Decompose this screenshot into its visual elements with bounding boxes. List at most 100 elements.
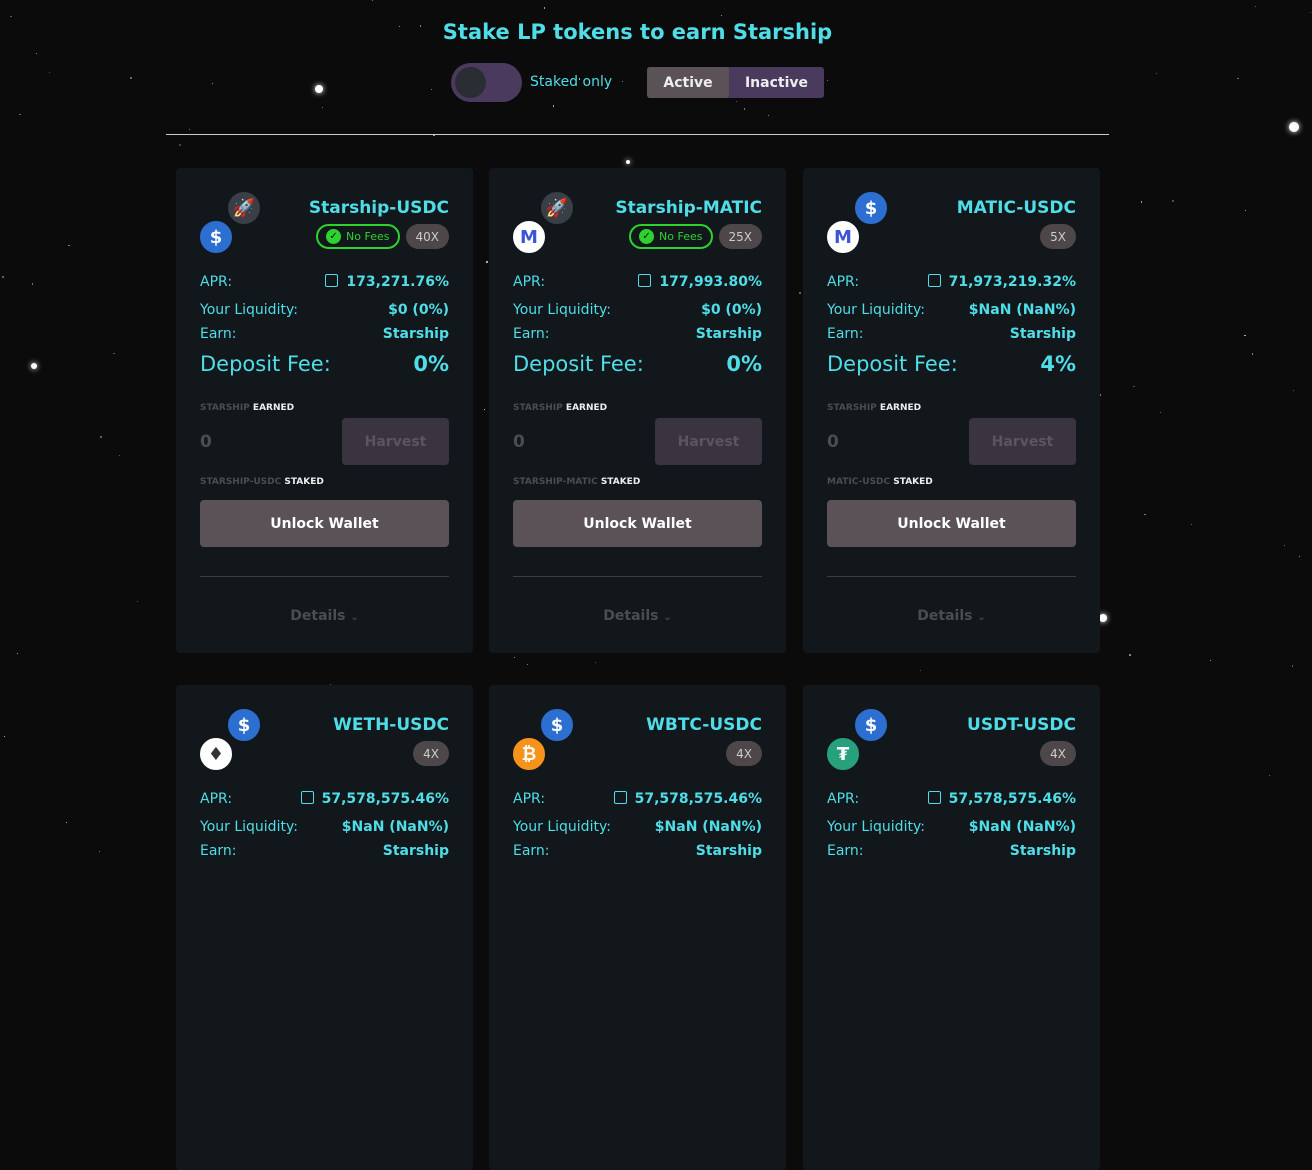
no-fees-badge: ✓ No Fees [629, 224, 713, 249]
farm-card: $ M MATIC-USDC 5X APR: 71,973,219.32% Your Liq… [803, 168, 1100, 653]
liquidity-label: Your Liquidity: [513, 302, 611, 318]
apr-label: APR: [827, 274, 860, 290]
calculator-icon[interactable] [300, 791, 314, 804]
star [735, 101, 737, 103]
star [49, 71, 50, 73]
earn-value: Starship [1009, 326, 1076, 342]
star [130, 77, 132, 79]
star [578, 78, 581, 80]
apr-row: APR: 57,578,575.46% [200, 791, 449, 807]
star [1289, 122, 1299, 132]
star [1140, 201, 1143, 203]
star [10, 15, 12, 18]
farm-name: WETH-USDC [333, 715, 449, 735]
star [31, 283, 33, 285]
star [1237, 78, 1239, 80]
star [1155, 72, 1157, 74]
calculator-icon[interactable] [927, 274, 941, 287]
unlock-wallet-button[interactable]: Unlock Wallet [200, 500, 449, 547]
check-icon: ✓ [326, 229, 342, 244]
usdt-token-icon: ₮ [825, 736, 861, 772]
staked-only-toggle[interactable] [451, 63, 522, 102]
calculator-icon[interactable] [325, 274, 339, 287]
details-toggle[interactable]: Details ⌄ [917, 608, 986, 624]
apr-row: APR: 173,271.76% [200, 274, 449, 290]
liquidity-label: Your Liquidity: [513, 819, 611, 835]
farm-name: USDT-USDC [967, 715, 1076, 735]
apr-row: APR: 57,578,575.46% [827, 791, 1076, 807]
star [100, 436, 102, 438]
star [484, 408, 485, 410]
apr-label: APR: [513, 791, 546, 807]
calculator-icon[interactable] [638, 274, 652, 287]
farm-card: $ ₮ USDT-USDC 4X APR: 57,578,575.46% Your Liqu… [803, 685, 1100, 1170]
liquidity-value: $NaN (NaN%) [968, 302, 1076, 318]
usdc-token-icon: $ [853, 190, 889, 226]
star [1100, 394, 1102, 396]
star [1254, 6, 1256, 8]
star [527, 664, 529, 666]
deposit-fee-value: 0% [413, 352, 449, 376]
chevron-down-icon: ⌄ [663, 612, 672, 623]
multiplier-badge: 4X [1040, 741, 1076, 766]
star [398, 25, 400, 27]
liquidity-label: Your Liquidity: [827, 819, 925, 835]
matic-token-icon: M [825, 219, 861, 255]
star [65, 821, 67, 823]
calculator-icon[interactable] [613, 791, 627, 804]
earn-label: Earn: [513, 326, 550, 342]
multiplier-badge: 25X [718, 224, 762, 249]
earn-label: Earn: [200, 843, 237, 859]
star [188, 128, 190, 130]
details-toggle[interactable]: Details ⌄ [603, 608, 672, 624]
star [419, 25, 422, 27]
star [513, 656, 515, 659]
details-toggle[interactable]: Details ⌄ [290, 608, 359, 624]
farm-name: MATIC-USDC [956, 198, 1076, 218]
unlock-wallet-button[interactable]: Unlock Wallet [827, 500, 1076, 547]
star [919, 670, 921, 672]
deposit-fee-row: Deposit Fee: 0% [200, 352, 449, 376]
earn-row: Earn: Starship [827, 326, 1076, 342]
earn-label: Earn: [513, 843, 550, 859]
liquidity-value: $0 (0%) [701, 302, 762, 318]
star [1159, 411, 1161, 413]
deposit-fee-row: Deposit Fee: 0% [513, 352, 762, 376]
harvest-button[interactable]: Harvest [655, 418, 762, 465]
apr-label: APR: [827, 791, 860, 807]
apr-row: APR: 57,578,575.46% [513, 791, 762, 807]
apr-value: 57,578,575.46% [634, 791, 762, 807]
apr-value: 173,271.76% [346, 274, 449, 290]
tab-active[interactable]: Active [647, 67, 729, 98]
divider [166, 134, 1109, 135]
calculator-icon[interactable] [927, 791, 941, 804]
no-fees-label: No Fees [346, 230, 390, 243]
unlock-wallet-button[interactable]: Unlock Wallet [513, 500, 762, 547]
tab-inactive[interactable]: Inactive [744, 74, 809, 91]
star [329, 683, 331, 685]
star [544, 7, 546, 9]
star [594, 662, 596, 664]
harvest-button[interactable]: Harvest [969, 418, 1076, 465]
star [19, 113, 21, 116]
card-divider [513, 576, 762, 577]
star [1128, 653, 1131, 656]
star [486, 261, 488, 263]
star [799, 291, 802, 294]
earn-row: Earn: Starship [200, 843, 449, 859]
earn-value: Starship [382, 326, 449, 342]
star [768, 115, 769, 117]
usdc-token-icon: $ [226, 707, 262, 743]
starship-token-icon: 🚀 [226, 190, 262, 226]
star [433, 134, 435, 136]
earn-value: Starship [1009, 843, 1076, 859]
liquidity-row: Your Liquidity: $NaN (NaN%) [513, 819, 762, 835]
page-title: Stake LP tokens to earn Starship [442, 20, 833, 44]
harvest-button[interactable]: Harvest [342, 418, 449, 465]
deposit-fee-label: Deposit Fee: [827, 352, 958, 376]
star [674, 30, 677, 33]
staked-label: STARSHIP-USDC STAKED [200, 477, 324, 487]
liquidity-label: Your Liquidity: [200, 819, 298, 835]
farm-card: 🚀 $ Starship-USDC ✓ No Fees 40X APR: 173,271.76… [176, 168, 473, 653]
liquidity-value: $NaN (NaN%) [968, 819, 1076, 835]
